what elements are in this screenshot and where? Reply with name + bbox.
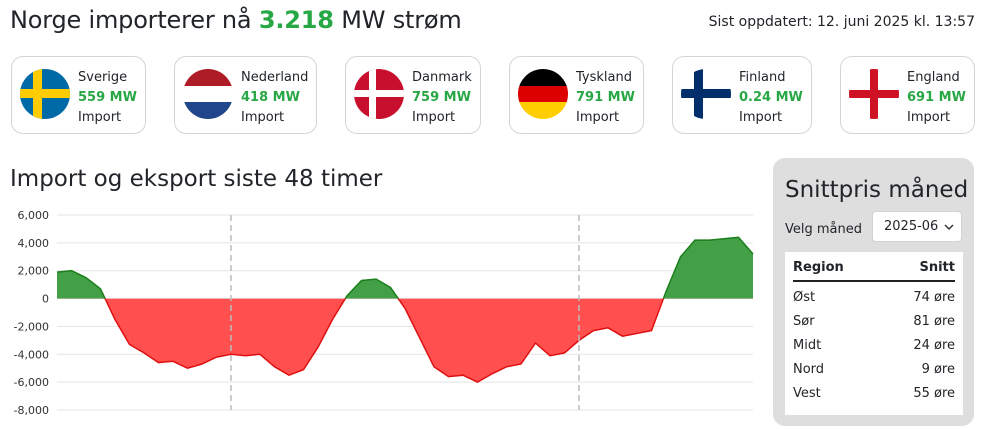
country-card-sverige: Sverige 559 MW Import bbox=[11, 56, 146, 134]
country-direction: Import bbox=[78, 110, 122, 125]
country-name: Finland bbox=[739, 70, 786, 85]
country-name: England bbox=[907, 70, 960, 85]
country-card-danmark: Danmark 759 MW Import bbox=[345, 56, 481, 134]
table-header: Region Snitt bbox=[793, 260, 955, 282]
y-tick-label: -2,000 bbox=[14, 320, 49, 333]
country-direction: Import bbox=[241, 110, 285, 125]
country-mw: 691 MW bbox=[907, 90, 966, 105]
table-row: Sør 81 øre bbox=[793, 314, 955, 338]
y-tick-label: 6,000 bbox=[18, 209, 50, 222]
y-tick-label: -8,000 bbox=[14, 404, 49, 417]
region-price: 81 øre bbox=[913, 314, 955, 329]
y-tick-label: -4,000 bbox=[14, 348, 49, 361]
finland-flag-icon bbox=[681, 69, 731, 119]
last-updated: Sist oppdatert: 12. juni 2025 kl. 13:57 bbox=[708, 14, 975, 30]
country-card-england: England 691 MW Import bbox=[840, 56, 975, 134]
col-region: Region bbox=[793, 260, 844, 275]
month-label: Velg måned bbox=[785, 222, 862, 237]
page-title: Norge importerer nå 3.218 MW strøm bbox=[10, 6, 462, 34]
country-direction: Import bbox=[739, 110, 783, 125]
title-prefix: Norge importerer nå bbox=[10, 6, 252, 34]
netherlands-flag-icon bbox=[183, 69, 233, 119]
region-name: Øst bbox=[793, 290, 816, 305]
import-total-value: 3.218 bbox=[258, 6, 334, 34]
country-card-finland: Finland 0.24 MW Import bbox=[672, 56, 812, 134]
country-name: Nederland bbox=[241, 70, 309, 85]
price-table: Region Snitt Øst 74 øre Sør 81 øre Midt … bbox=[785, 252, 963, 415]
y-tick-label: 0 bbox=[42, 293, 49, 306]
chart-title: Import og eksport siste 48 timer bbox=[10, 166, 383, 192]
monthly-price-panel: Snittpris måned Velg måned 2025-06 Regio… bbox=[773, 158, 974, 426]
country-name: Sverige bbox=[78, 70, 128, 85]
table-row: Midt 24 øre bbox=[793, 338, 955, 362]
denmark-flag-icon bbox=[354, 69, 404, 119]
region-name: Nord bbox=[793, 362, 825, 377]
import-area bbox=[57, 237, 753, 299]
region-name: Sør bbox=[793, 314, 815, 329]
country-card-tyskland: Tyskland 791 MW Import bbox=[509, 56, 644, 134]
export-line bbox=[104, 298, 665, 383]
country-direction: Import bbox=[576, 110, 620, 125]
sweden-flag-icon bbox=[20, 69, 70, 119]
country-name: Danmark bbox=[412, 70, 472, 85]
region-name: Vest bbox=[793, 386, 821, 401]
country-direction: Import bbox=[907, 110, 951, 125]
chevron-down-icon bbox=[944, 224, 954, 231]
region-price: 55 øre bbox=[913, 386, 955, 401]
region-price: 24 øre bbox=[913, 338, 955, 353]
country-mw: 0.24 MW bbox=[739, 90, 803, 105]
panel-title: Snittpris måned bbox=[785, 177, 969, 203]
col-avg: Snitt bbox=[919, 260, 955, 275]
country-name: Tyskland bbox=[576, 70, 632, 85]
table-row: Vest 55 øre bbox=[793, 386, 955, 410]
table-row: Øst 74 øre bbox=[793, 290, 955, 314]
y-tick-label: 2,000 bbox=[18, 265, 50, 278]
germany-flag-icon bbox=[518, 69, 568, 119]
region-price: 74 øre bbox=[913, 290, 955, 305]
country-mw: 791 MW bbox=[576, 90, 635, 105]
y-tick-label: -6,000 bbox=[14, 376, 49, 389]
export-area bbox=[105, 298, 664, 383]
country-mw: 759 MW bbox=[412, 90, 471, 105]
y-tick-label: 4,000 bbox=[18, 237, 50, 250]
table-row: Nord 9 øre bbox=[793, 362, 955, 386]
month-select[interactable]: 2025-06 bbox=[872, 211, 962, 242]
region-price: 9 øre bbox=[921, 362, 955, 377]
country-card-nederland: Nederland 418 MW Import bbox=[174, 56, 317, 134]
region-name: Midt bbox=[793, 338, 822, 353]
country-direction: Import bbox=[412, 110, 456, 125]
country-mw: 559 MW bbox=[78, 90, 137, 105]
england-flag-icon bbox=[849, 69, 899, 119]
import-export-chart: 6,000 4,000 2,000 0 -2,000 -4,000 -6,000 -8,000 bbox=[14, 209, 754, 417]
country-mw: 418 MW bbox=[241, 90, 300, 105]
title-suffix: MW strøm bbox=[341, 6, 462, 34]
month-select-value: 2025-06 bbox=[884, 219, 939, 234]
